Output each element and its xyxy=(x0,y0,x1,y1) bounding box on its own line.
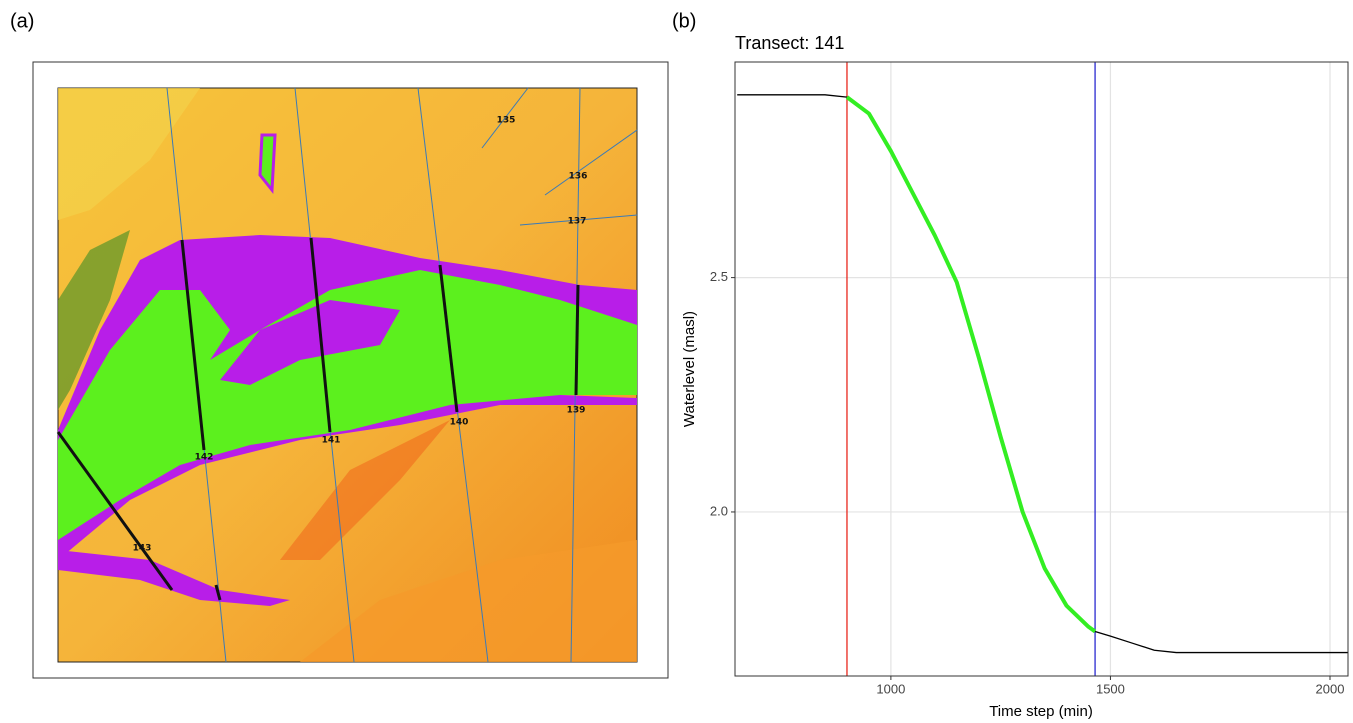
y-axis-title: Waterlevel (masl) xyxy=(681,311,698,427)
transect-label: 139 xyxy=(567,406,586,416)
x-tick-label: 1500 xyxy=(1096,681,1125,696)
chart-title: Transect: 141 xyxy=(735,33,844,53)
panel-label: (a) xyxy=(10,10,34,32)
plot-area: 2.0 2.5 1000 1500 2000 xyxy=(710,62,1348,696)
figure: (a) (b) 135 136 137 139 140 141 142 xyxy=(0,0,1353,723)
y-tick-label: 2.0 xyxy=(710,503,728,518)
transect-label: 135 xyxy=(497,116,516,126)
transect-label: 141 xyxy=(322,436,341,446)
y-tick-label: 2.5 xyxy=(710,269,728,284)
transect-label: 137 xyxy=(568,217,587,227)
x-tick-label: 1000 xyxy=(876,681,905,696)
x-tick-label: 2000 xyxy=(1316,681,1345,696)
plot-background xyxy=(735,62,1348,676)
transect-label: 143 xyxy=(133,544,152,554)
transect-label: 142 xyxy=(195,453,214,463)
transect-label: 140 xyxy=(450,418,469,428)
transect-label: 136 xyxy=(569,172,588,182)
x-axis-title: Time step (min) xyxy=(989,703,1093,720)
map: 135 136 137 139 140 141 142 143 xyxy=(33,62,668,678)
panel-label: (b) xyxy=(672,10,696,32)
